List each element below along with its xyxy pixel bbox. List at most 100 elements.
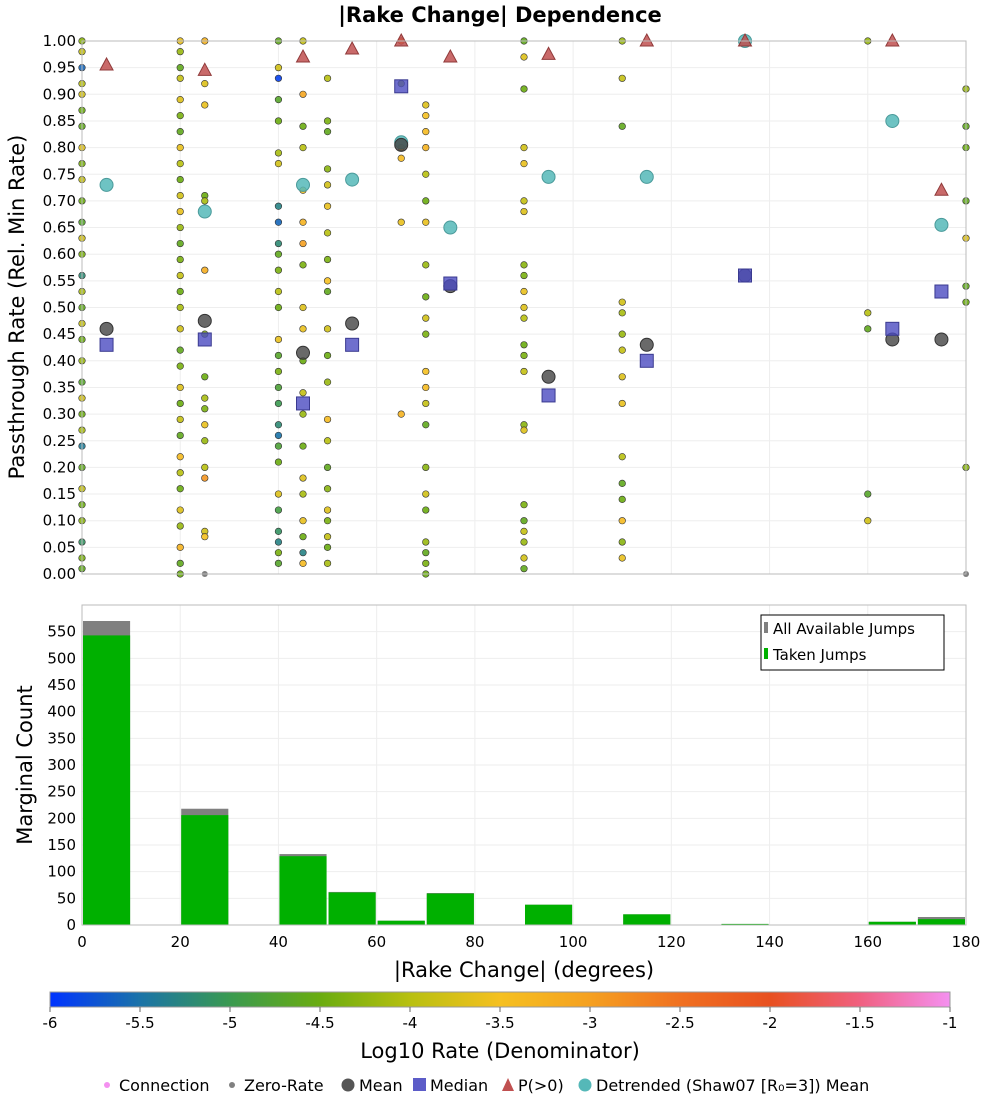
- detrended-mean-marker: [345, 172, 360, 187]
- scatter-point: [176, 346, 184, 354]
- scatter-point: [323, 506, 332, 514]
- scatter-point: [201, 197, 209, 205]
- summary-markers: [99, 32, 949, 411]
- y-tick-label: 1.00: [43, 32, 76, 50]
- p-gt0-marker: [737, 32, 753, 47]
- scatter-point: [176, 159, 184, 168]
- scatter-point: [864, 490, 872, 498]
- scatter-point: [176, 453, 184, 461]
- scatter-point: [299, 533, 307, 541]
- scatter-point: [299, 410, 307, 418]
- y-tick-label: 0.30: [43, 405, 76, 423]
- y-tick-label: 0.20: [43, 458, 76, 476]
- scatter-point: [176, 191, 184, 200]
- y-tick-label: 250: [47, 783, 76, 801]
- scatter-point: [176, 399, 184, 408]
- scatter-point: [176, 223, 184, 232]
- scatter-y-ticks: 0.00 0.05 0.10 0.15 0.20 0.25 0.30 0.35 0.40 0.45…: [43, 32, 76, 583]
- p-gt0-marker: [541, 46, 556, 60]
- scatter-point: [176, 506, 184, 514]
- taken-jumps-bar: [279, 856, 327, 925]
- scatter-point: [618, 74, 626, 82]
- detrended-mean-marker: [541, 169, 556, 184]
- scatter-point: [299, 325, 307, 333]
- scatter-point: [520, 287, 528, 296]
- scatter-point: [422, 197, 430, 205]
- scatter-point: [520, 565, 528, 573]
- median-marker: [738, 268, 752, 283]
- scatter-point: [299, 490, 307, 498]
- scatter-point: [176, 96, 184, 104]
- scatter-point: [323, 415, 332, 424]
- detrended-mean-marker: [99, 177, 114, 192]
- scatter-point: [422, 293, 430, 301]
- p-gt0-marker: [934, 182, 949, 196]
- scatter-point: [201, 101, 209, 109]
- x-tick-label: 80: [465, 933, 484, 951]
- scatter-point: [299, 90, 307, 98]
- scatter-point: [274, 527, 283, 535]
- scatter-point: [520, 351, 528, 360]
- p-gt0-marker: [442, 48, 458, 63]
- mean-marker: [99, 321, 114, 336]
- scatter-point: [618, 517, 626, 525]
- legend-p-gt0: P(>0): [518, 1076, 564, 1095]
- scatter-point: [299, 442, 307, 450]
- scatter-point: [864, 517, 872, 525]
- scatter-point: [397, 410, 405, 418]
- taken-jumps-bar: [181, 815, 229, 925]
- median-icon: [413, 1078, 426, 1091]
- y-tick-label: 0.75: [43, 165, 76, 183]
- mean-marker: [639, 337, 654, 352]
- detrended-mean-marker: [443, 220, 458, 235]
- detrended-mean-marker: [934, 217, 949, 232]
- scatter-point: [422, 261, 430, 269]
- legend-swatch-taken: [764, 648, 768, 659]
- scatter-point: [618, 538, 626, 546]
- legend-taken: Taken Jumps: [772, 646, 867, 664]
- scatter-point: [323, 255, 332, 264]
- scatter-point: [274, 431, 283, 440]
- scatter-point: [422, 421, 430, 429]
- y-tick-label: 0.45: [43, 325, 76, 343]
- x-tick-label: 0: [77, 933, 87, 951]
- scatter-point: [520, 207, 528, 216]
- y-tick-label: 150: [47, 836, 76, 854]
- median-marker: [443, 276, 458, 291]
- median-marker: [885, 321, 900, 336]
- scatter-point: [864, 325, 872, 333]
- scatter-grid: [82, 40, 966, 575]
- scatter-point: [397, 218, 405, 226]
- x-tick-label: 180: [952, 933, 981, 951]
- scatter-point: [323, 287, 332, 296]
- scatter-point: [274, 399, 283, 408]
- legend-zero-rate: Zero-Rate: [244, 1076, 324, 1095]
- scatter-point: [422, 538, 430, 546]
- scatter-point: [201, 373, 209, 381]
- taken-jumps-bar: [721, 923, 769, 925]
- scatter-point: [618, 346, 626, 354]
- scatter-point: [422, 490, 430, 498]
- scatter-point: [618, 495, 626, 503]
- colorbar-tick-label: -2: [763, 1014, 778, 1032]
- y-tick-label: 550: [47, 623, 76, 641]
- median-marker: [99, 337, 114, 352]
- x-tick-label: 160: [853, 933, 882, 951]
- scatter-point: [274, 442, 283, 450]
- scatter-point: [274, 506, 283, 514]
- y-tick-label: 350: [47, 729, 76, 747]
- p-gt0-marker: [197, 62, 213, 76]
- scatter-point: [274, 458, 283, 466]
- scatter-point: [274, 74, 283, 82]
- scatter-point: [274, 266, 283, 274]
- scatter-point: [299, 144, 307, 152]
- scatter-point: [176, 175, 184, 184]
- colorbar-tick-label: -5.5: [125, 1014, 154, 1032]
- scatter-point: [323, 463, 332, 472]
- scatter-point: [274, 351, 283, 360]
- scatter-point: [520, 527, 528, 535]
- taken-jumps-bar: [917, 919, 965, 925]
- scatter-point: [323, 437, 332, 445]
- y-tick-label: 0.35: [43, 378, 76, 396]
